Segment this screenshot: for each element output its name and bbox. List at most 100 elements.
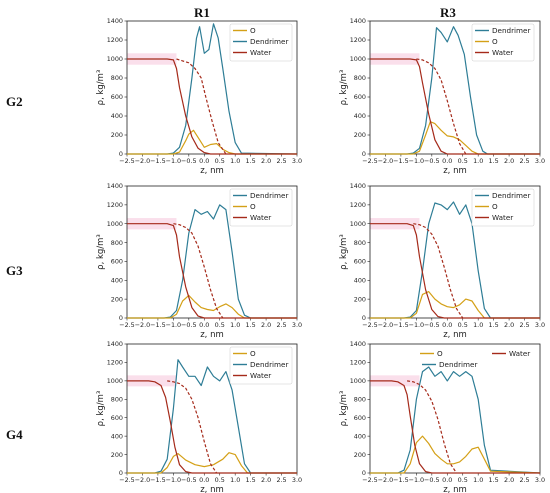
x-tick-label: −1.0 xyxy=(409,321,425,329)
x-tick-label: 3.0 xyxy=(535,321,545,329)
series-line-dendrimer xyxy=(127,23,298,155)
legend-entry: O xyxy=(250,26,256,35)
series-line-o xyxy=(370,121,540,155)
y-tick-label: 400 xyxy=(354,432,366,440)
x-tick-label: −2.5 xyxy=(362,157,378,165)
y-axis-label: ρ, kg/m³ xyxy=(339,391,349,427)
series-line-dendrimer xyxy=(370,366,541,474)
legend-box xyxy=(471,188,535,227)
x-tick-label: −1.5 xyxy=(150,476,166,484)
x-tick-label: 2.5 xyxy=(519,157,529,165)
row-header-g4: G4 xyxy=(6,427,23,442)
legend: Dendrimer O Water xyxy=(471,188,535,227)
x-tick-label: −1.5 xyxy=(393,476,409,484)
x-tick-label: −0.5 xyxy=(424,157,440,165)
x-tick-label: −1.5 xyxy=(150,157,166,165)
legend-entry: Dendrimer xyxy=(439,360,477,369)
legend-entry: Water xyxy=(492,213,513,222)
series-line-water xyxy=(127,380,297,474)
x-tick-label: 1.0 xyxy=(230,476,240,484)
x-tick-label: −2.5 xyxy=(119,321,135,329)
legend-entry: Water xyxy=(509,349,530,358)
y-tick-label: 600 xyxy=(111,258,123,266)
x-tick-label: 2.5 xyxy=(519,476,529,484)
x-axis-label: z, nm xyxy=(200,166,224,176)
y-tick-label: 1200 xyxy=(350,36,366,44)
series-line-o xyxy=(370,291,540,319)
y-tick-label: 1000 xyxy=(107,55,123,63)
legend-box xyxy=(229,188,293,227)
y-tick-label: 1200 xyxy=(107,359,123,367)
series-line-o xyxy=(127,129,297,155)
x-tick-label: 3.0 xyxy=(292,321,302,329)
y-tick-label: 0 xyxy=(362,314,366,322)
y-tick-label: 1000 xyxy=(107,377,123,385)
y-axis-label: ρ, kg/m³ xyxy=(339,70,349,106)
series-line-water xyxy=(370,58,540,155)
y-tick-label: 600 xyxy=(354,414,366,422)
x-tick-label: −2.0 xyxy=(378,476,394,484)
legend-box xyxy=(471,23,535,62)
x-tick-label: 0.0 xyxy=(442,321,452,329)
x-tick-label: −2.0 xyxy=(135,321,151,329)
y-tick-label: 200 xyxy=(354,131,366,139)
legend-entry: Water xyxy=(250,371,271,380)
y-tick-label: 800 xyxy=(354,239,366,247)
series-line-o xyxy=(127,294,297,319)
x-tick-label: −1.0 xyxy=(409,476,425,484)
x-tick-label: 1.0 xyxy=(473,476,483,484)
legend-entry: O xyxy=(492,202,498,211)
y-tick-label: 400 xyxy=(111,432,123,440)
x-tick-label: 3.0 xyxy=(292,476,302,484)
y-axis-label: ρ, kg/m³ xyxy=(96,70,106,106)
x-tick-label: 2.5 xyxy=(519,321,529,329)
x-tick-label: 1.0 xyxy=(473,157,483,165)
x-tick-label: 0.0 xyxy=(199,157,209,165)
x-tick-label: −0.5 xyxy=(181,476,197,484)
chart-panel-g2-r1: −2.5 −2.0 −1.5 −1.0 −0.5 0.0 0.5 1.0 1.5 2.0 2.5 3.… xyxy=(96,17,302,176)
legend-entry: Water xyxy=(492,48,513,57)
series-line-o xyxy=(127,452,297,474)
x-tick-label: 2.0 xyxy=(504,321,514,329)
column-header-r1: R1 xyxy=(194,5,210,20)
x-tick-label: −2.5 xyxy=(119,157,135,165)
y-tick-label: 800 xyxy=(354,395,366,403)
x-tick-label: 2.0 xyxy=(261,157,271,165)
y-tick-label: 600 xyxy=(354,258,366,266)
x-tick-label: 0.0 xyxy=(442,157,452,165)
y-tick-label: 1000 xyxy=(350,377,366,385)
series-line-dendrimer xyxy=(370,26,540,155)
x-tick-label: −0.5 xyxy=(181,157,197,165)
series-line-dendrimer xyxy=(127,204,297,319)
chart-panel-g3-r3: −2.5 −2.0 −1.5 −1.0 −0.5 0.0 0.5 1.0 1.5 2.0 2.5 3.… xyxy=(339,182,545,340)
x-tick-label: 2.5 xyxy=(276,476,286,484)
series-line-water-dashed xyxy=(407,380,458,474)
y-tick-label: 200 xyxy=(111,295,123,303)
x-tick-label: 2.0 xyxy=(261,476,271,484)
series-line-o xyxy=(370,435,541,474)
x-tick-label: 2.5 xyxy=(276,321,286,329)
x-tick-label: −2.0 xyxy=(135,157,151,165)
y-tick-label: 0 xyxy=(119,150,123,158)
series-line-water xyxy=(370,380,540,474)
x-tick-label: −2.5 xyxy=(362,321,378,329)
panels: −2.5 −2.0 −1.5 −1.0 −0.5 0.0 0.5 1.0 1.5 2.0 2.5 3.… xyxy=(96,17,545,493)
chart-panel-g3-r1: −2.5 −2.0 −1.5 −1.0 −0.5 0.0 0.5 1.0 1.5 2.0 2.5 3.… xyxy=(96,182,302,340)
y-tick-label: 200 xyxy=(354,295,366,303)
y-tick-label: 1400 xyxy=(107,17,123,25)
y-tick-label: 400 xyxy=(354,276,366,284)
x-tick-label: 2.0 xyxy=(504,476,514,484)
x-tick-label: 0.5 xyxy=(458,157,468,165)
x-axis-label: z, nm xyxy=(200,330,224,340)
legend-entry: Dendrimer xyxy=(492,26,530,35)
chart-panel-g4-r3: −2.5 −2.0 −1.5 −1.0 −0.5 0.0 0.5 1.0 1.5 2.0 2.5 3.… xyxy=(339,340,545,493)
x-tick-label: −2.0 xyxy=(378,321,394,329)
series-line-water xyxy=(127,58,297,155)
y-tick-label: 1200 xyxy=(107,36,123,44)
x-tick-label: 1.0 xyxy=(230,157,240,165)
y-tick-label: 200 xyxy=(111,451,123,459)
x-tick-label: 3.0 xyxy=(535,157,545,165)
x-tick-label: −2.0 xyxy=(135,476,151,484)
y-axis-label: ρ, kg/m³ xyxy=(339,234,349,270)
y-tick-label: 1400 xyxy=(107,340,123,348)
